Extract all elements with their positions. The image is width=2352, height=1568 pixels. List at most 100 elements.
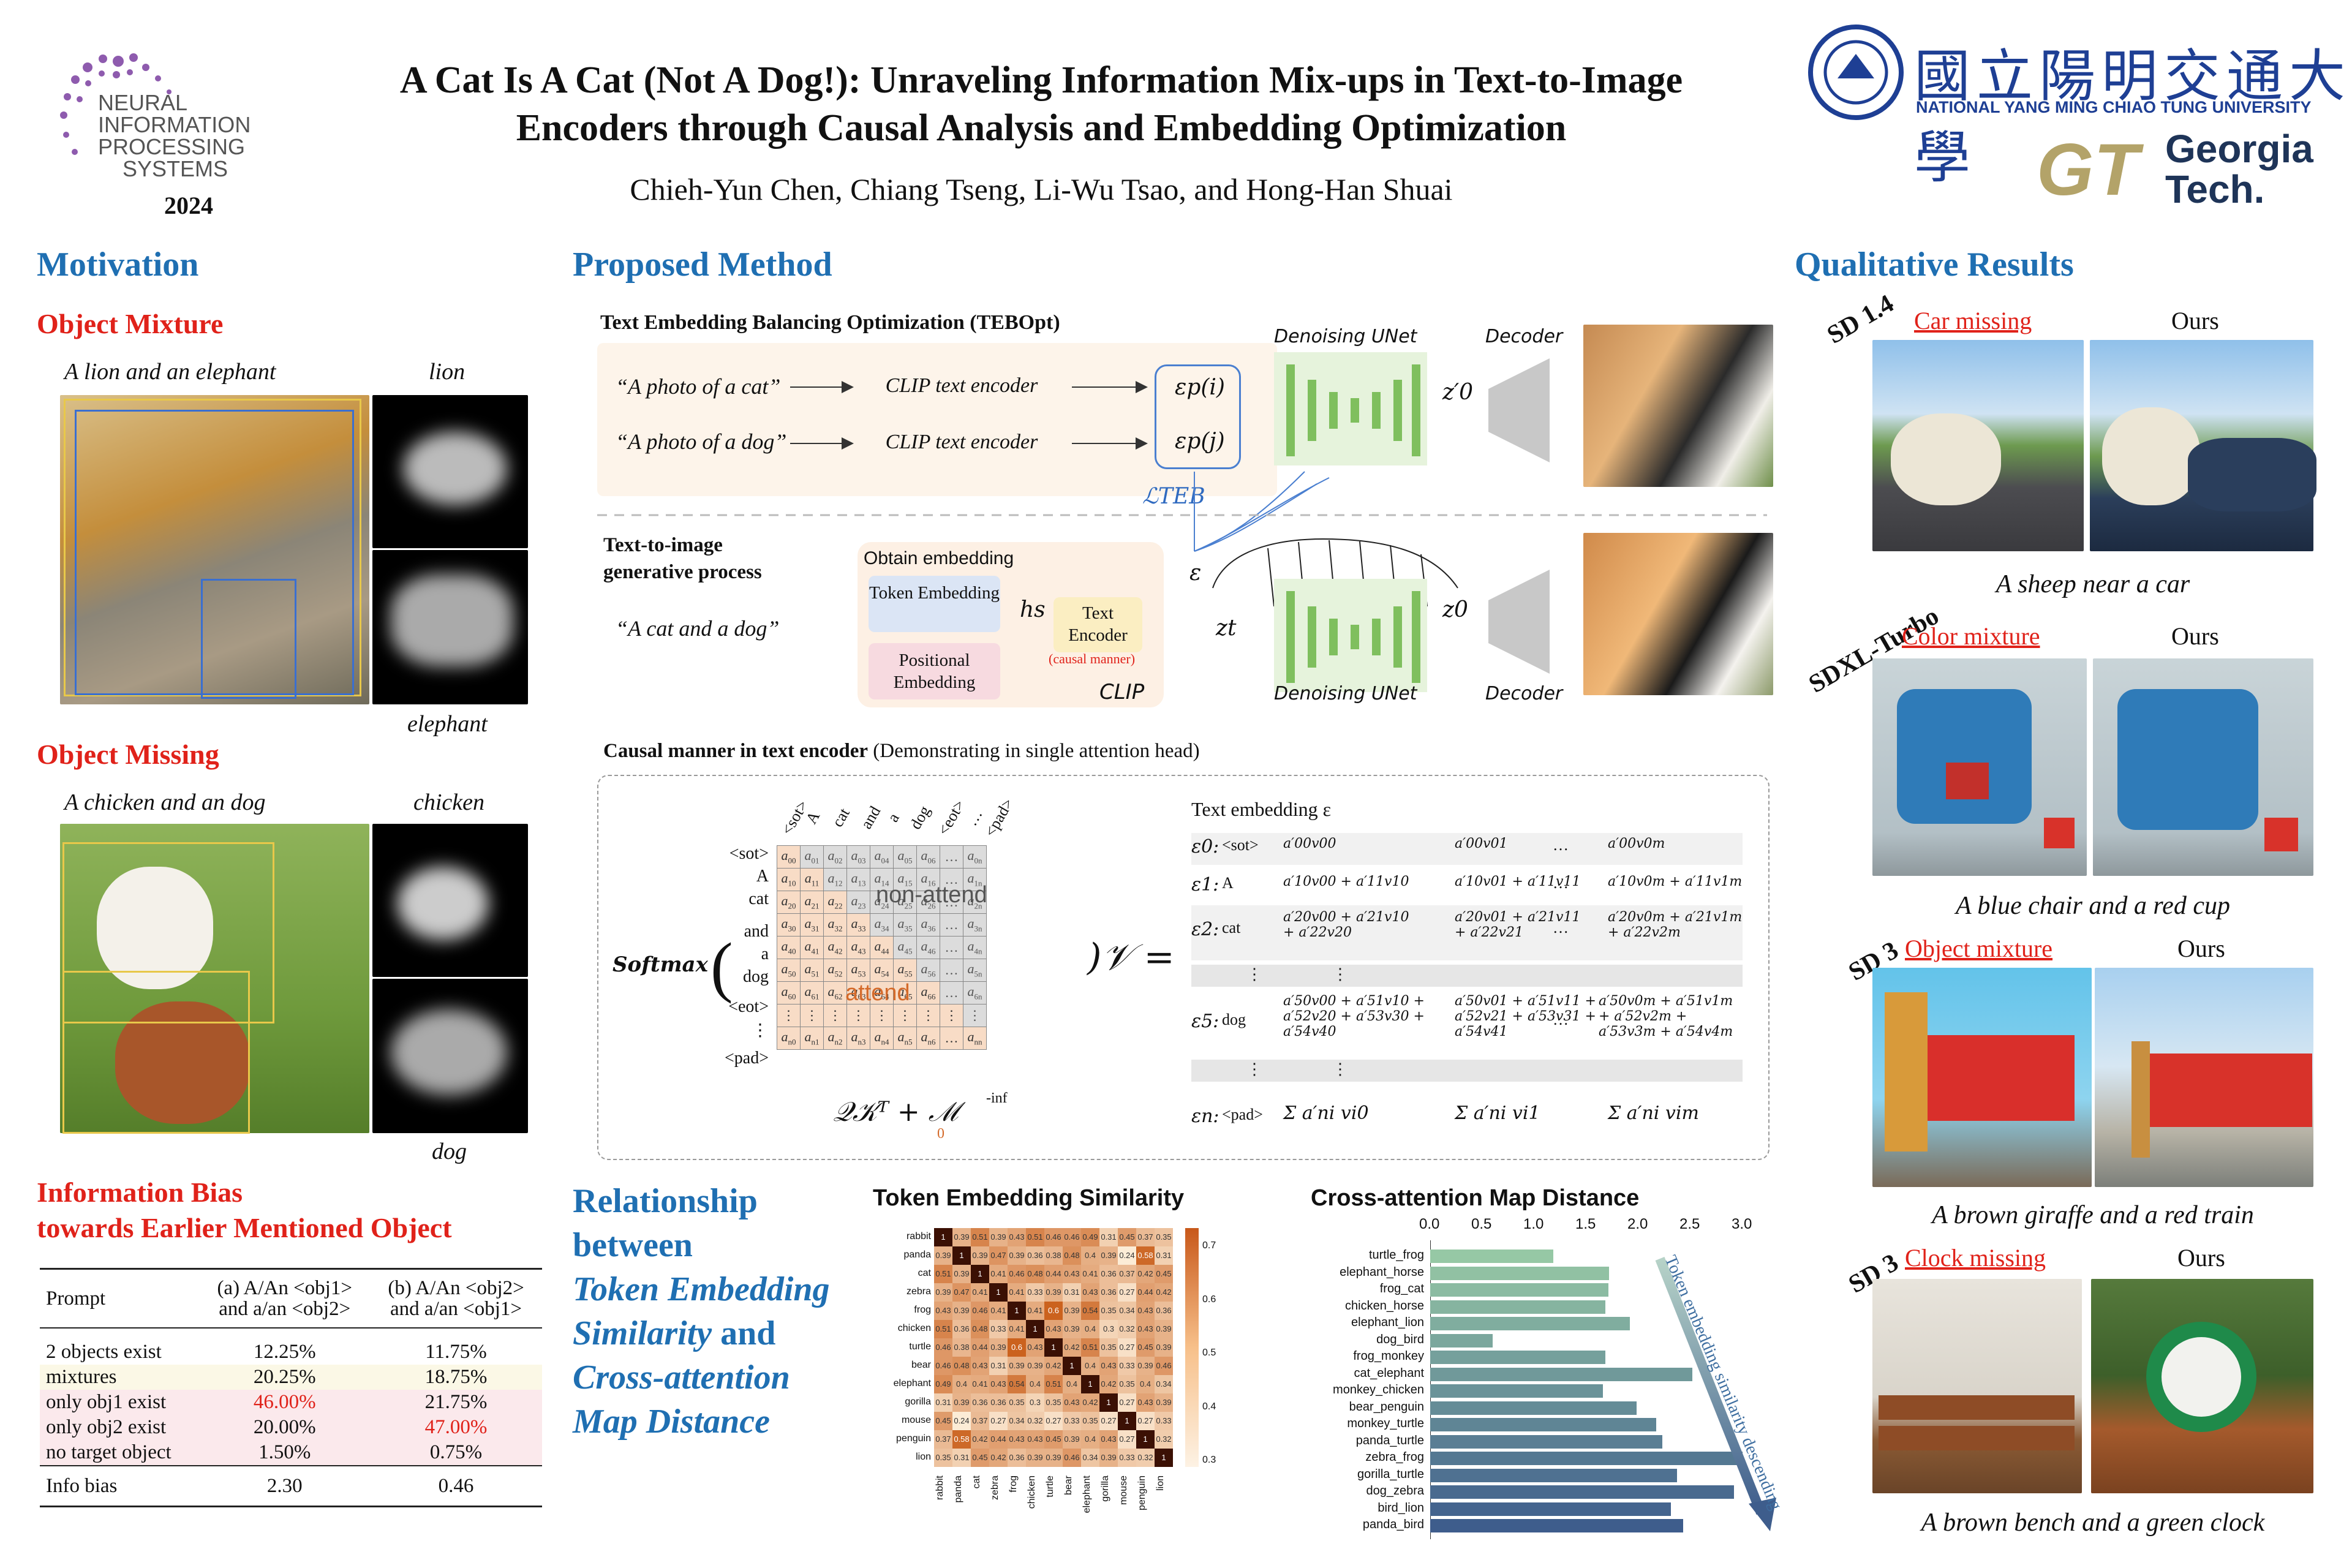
heatmap-cell: 0.37 bbox=[1136, 1228, 1155, 1246]
heatmap-cell: 0.39 bbox=[1155, 1338, 1173, 1357]
heatmap-cell: 0.41 bbox=[989, 1302, 1008, 1320]
chicken-attention-map bbox=[372, 824, 528, 977]
attention-cell: ⋮ bbox=[963, 1004, 987, 1027]
colorbar-tick: 0.5 bbox=[1202, 1348, 1216, 1358]
heatmap-cell: 0.34 bbox=[1081, 1449, 1099, 1467]
attention-cell: … bbox=[940, 845, 963, 869]
attention-cell: a06 bbox=[916, 845, 940, 869]
heatmap-row-label: zebra bbox=[906, 1286, 931, 1297]
heatmap-cell: 0.39 bbox=[952, 1228, 971, 1246]
result-ours-image bbox=[2091, 1279, 2313, 1493]
text-embedding-label: Text embedding ε bbox=[1191, 798, 1332, 820]
heatmap-cell: 0.36 bbox=[1155, 1302, 1173, 1320]
heatmap-cell: 0.36 bbox=[1099, 1265, 1118, 1283]
attention-cell: a3n bbox=[963, 913, 987, 937]
heatmap-cell: 0.31 bbox=[1155, 1246, 1173, 1265]
heatmap-cell: 0.43 bbox=[1081, 1283, 1099, 1302]
heatmap-cell: 0.27 bbox=[1118, 1393, 1136, 1412]
table-header-a: (a) A/An <obj1> and a/an <obj2> bbox=[217, 1277, 352, 1320]
result-baseline-image bbox=[1872, 1279, 2082, 1493]
bar-label: panda_turtle bbox=[1355, 1433, 1424, 1447]
attention-cell: … bbox=[940, 913, 963, 937]
heatmap-cell: 0.33 bbox=[1118, 1357, 1136, 1375]
heatmap-cell: 0.51 bbox=[1026, 1228, 1044, 1246]
bar-label: monkey_chicken bbox=[1333, 1383, 1424, 1396]
heatmap-title: Token Embedding Similarity bbox=[873, 1185, 1185, 1211]
attention-cell: a03 bbox=[846, 845, 870, 869]
heatmap-cell: 0.44 bbox=[989, 1430, 1008, 1449]
lion-elephant-image bbox=[60, 395, 369, 704]
heatmap-cell: 0.27 bbox=[1136, 1412, 1155, 1430]
heatmap-cell: 0.4 bbox=[1026, 1375, 1044, 1393]
heatmap-cell: 0.24 bbox=[1118, 1246, 1136, 1265]
bar bbox=[1430, 1367, 1693, 1381]
heatmap-cell: 0.58 bbox=[1136, 1246, 1155, 1265]
softmax-label: Softmax bbox=[612, 952, 708, 977]
embedding-box bbox=[1155, 364, 1241, 469]
bar-label: elephant_horse bbox=[1340, 1265, 1424, 1279]
bar-label: dog_zebra bbox=[1366, 1484, 1424, 1498]
attention-cell: an3 bbox=[846, 1027, 870, 1050]
heatmap-cell: 0.46 bbox=[1044, 1228, 1063, 1246]
heatmap-cell: 0.35 bbox=[1081, 1412, 1099, 1430]
authors: Chieh-Yun Chen, Chiang Tseng, Li-Wu Tsao… bbox=[630, 172, 1453, 206]
attention-cell: a56 bbox=[916, 959, 940, 982]
attention-cell: a64 bbox=[870, 981, 894, 1005]
heatmap-cell: 0.46 bbox=[1008, 1265, 1026, 1283]
heatmap-cell: 0.36 bbox=[952, 1320, 971, 1338]
attention-cell: … bbox=[940, 868, 963, 891]
open-paren: ( bbox=[710, 929, 733, 1004]
table-row-bias: Info bias 2.30 0.46 bbox=[46, 1474, 474, 1497]
heatmap-cell: 0.43 bbox=[1063, 1393, 1081, 1412]
relationship-title: Relationship between Token Embedding Sim… bbox=[573, 1182, 830, 1441]
attention-row-label: <sot> bbox=[729, 844, 769, 863]
heatmap-cell: 0.39 bbox=[952, 1302, 971, 1320]
heatmap-cell: 0.27 bbox=[1118, 1338, 1136, 1357]
result-caption: A brown bench and a green clock bbox=[1921, 1509, 2265, 1537]
bar-label: frog_cat bbox=[1379, 1282, 1424, 1295]
heatmap-cell: 0.36 bbox=[1008, 1449, 1026, 1467]
attention-cell: a4n bbox=[963, 936, 987, 959]
chicken-image bbox=[60, 824, 369, 1134]
heatmap-cell: 1 bbox=[1136, 1430, 1155, 1449]
x-tick-label: 3.0 bbox=[1732, 1216, 1752, 1232]
bar bbox=[1430, 1418, 1656, 1431]
attention-cell: a5n bbox=[963, 959, 987, 982]
attention-cell: a2n bbox=[963, 891, 987, 914]
attention-cell: a01 bbox=[800, 845, 824, 869]
heatmap-col-label: mouse bbox=[1118, 1476, 1129, 1506]
cat-dog-generated-bottom bbox=[1583, 533, 1773, 695]
heatmap-cell: 1 bbox=[1044, 1338, 1063, 1357]
heatmap-cell: 0.35 bbox=[1155, 1228, 1173, 1246]
heatmap-cell: 0.36 bbox=[1099, 1283, 1118, 1302]
ours-label: Ours bbox=[2177, 1244, 2225, 1272]
bar bbox=[1430, 1401, 1637, 1415]
heatmap-cell: 0.6 bbox=[1044, 1302, 1063, 1320]
cross-attention-distance-chart: 0.0 0.5 1.0 1.5 2.0 2.5 3.0 turtle_frog elephant… bbox=[1311, 1216, 1776, 1559]
attention-row-label: ⋮ bbox=[752, 1021, 769, 1040]
result-ours-image bbox=[2090, 340, 2316, 551]
heatmap-cell: 0.31 bbox=[1063, 1283, 1081, 1302]
bar-label: panda_bird bbox=[1362, 1518, 1424, 1531]
attention-cell: a52 bbox=[823, 959, 847, 982]
heatmap-cell: 0.34 bbox=[1008, 1412, 1026, 1430]
attention-cell: a11 bbox=[800, 868, 824, 891]
heatmap-cell: 0.39 bbox=[1008, 1357, 1026, 1375]
result-baseline-image bbox=[1872, 340, 2084, 551]
non-attend-label: non-attend bbox=[876, 882, 987, 908]
bar bbox=[1430, 1485, 1735, 1499]
heatmap-cell: 0.35 bbox=[934, 1449, 952, 1467]
heatmap-cell: 0.4 bbox=[1063, 1375, 1081, 1393]
attention-cell: a15 bbox=[893, 868, 917, 891]
clip-label: CLIP bbox=[1099, 680, 1145, 704]
heatmap-cell: 0.39 bbox=[952, 1265, 971, 1283]
attention-cell: a66 bbox=[916, 981, 940, 1005]
heatmap-cell: 0.48 bbox=[1026, 1265, 1044, 1283]
colorbar-tick: 0.3 bbox=[1202, 1455, 1216, 1465]
heatmap-cell: 1 bbox=[1063, 1357, 1081, 1375]
attention-cell: a02 bbox=[823, 845, 847, 869]
descending-arrow bbox=[1655, 1257, 1776, 1531]
attention-cell: a62 bbox=[823, 981, 847, 1005]
bar-label: monkey_turtle bbox=[1347, 1417, 1424, 1430]
attention-cell: a36 bbox=[916, 913, 940, 937]
